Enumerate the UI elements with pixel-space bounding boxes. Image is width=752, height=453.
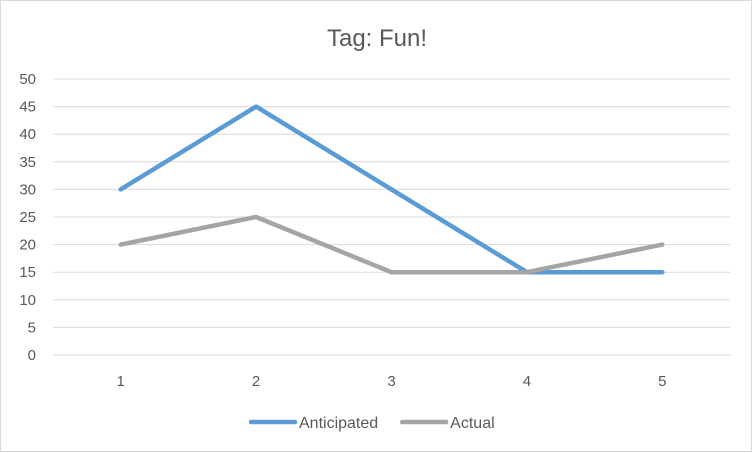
- legend: Anticipated Actual: [251, 415, 495, 432]
- y-tick-label: 10: [19, 292, 36, 309]
- y-tick-label: 5: [28, 319, 36, 336]
- y-tick-label: 35: [19, 154, 36, 171]
- y-tick-label: 40: [19, 126, 36, 143]
- x-axis-ticks: 1 2 3 4 5: [117, 373, 667, 390]
- legend-label: Actual: [450, 415, 494, 432]
- y-tick-label: 30: [19, 181, 36, 198]
- x-tick-label: 2: [252, 373, 260, 390]
- chart-title: Tag: Fun!: [327, 25, 427, 52]
- x-tick-label: 3: [387, 373, 395, 390]
- y-tick-label: 20: [19, 237, 36, 254]
- x-tick-label: 1: [117, 373, 125, 390]
- y-axis-ticks: 0 5 10 15 20 25 30 35 40 45 50: [19, 71, 36, 364]
- x-tick-label: 4: [523, 373, 531, 390]
- y-tick-label: 45: [19, 99, 36, 116]
- x-tick-label: 5: [658, 373, 666, 390]
- y-tick-label: 0: [28, 347, 36, 364]
- gridlines: [53, 79, 730, 355]
- y-tick-label: 50: [19, 71, 36, 88]
- y-tick-label: 25: [19, 209, 36, 226]
- y-tick-label: 15: [19, 264, 36, 281]
- legend-label: Anticipated: [299, 415, 378, 432]
